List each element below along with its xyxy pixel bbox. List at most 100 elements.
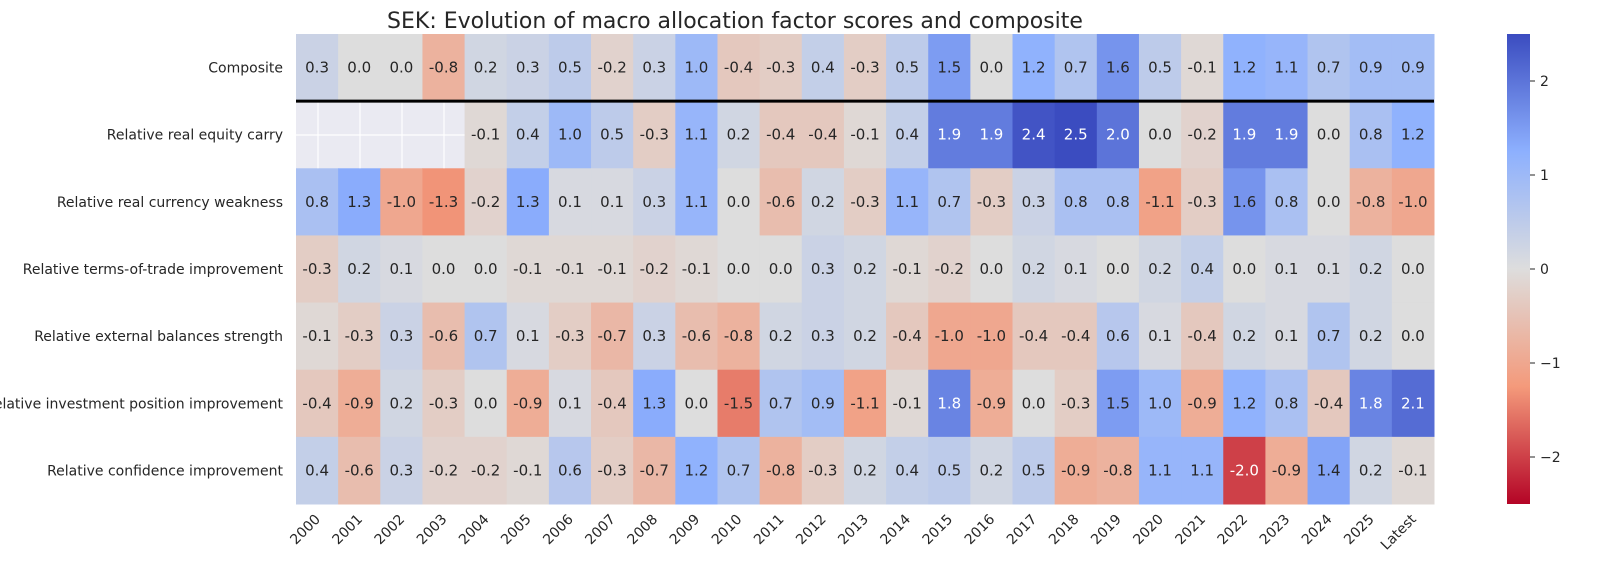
cell-value-label: 1.0 [684,59,708,77]
cell-value-label: 1.2 [1232,394,1256,412]
heatmap-cell [1012,302,1056,371]
heatmap-cell [928,436,971,505]
cell-value-label: -0.2 [429,461,458,479]
heatmap-cell [717,168,761,236]
cell-value-label: -0.1 [302,327,331,345]
heatmap-cell [338,369,381,438]
heatmap-cell [1349,369,1393,438]
cell-value-label: 1.1 [1275,59,1299,77]
heatmap-cell [1054,101,1098,169]
cell-value-label: 1.1 [684,193,708,211]
cell-value-label: -0.6 [429,327,458,345]
cell-value-label: -0.9 [513,394,542,412]
cell-value-label: 0.7 [1317,59,1341,77]
cell-value-label: -0.1 [555,260,584,278]
heatmap-cell [506,369,550,438]
cell-value-label: 0.4 [516,126,540,144]
cell-value-label: -0.3 [766,59,795,77]
cell-value-label: -0.1 [513,260,542,278]
heatmap-cell [1054,168,1098,236]
cell-value-label: -0.8 [724,327,753,345]
heatmap-cell [717,34,761,102]
cell-value-label: -0.4 [766,126,795,144]
heatmap-cell [1307,168,1351,236]
heatmap-cell [1223,168,1266,236]
heatmap-cell [296,302,339,371]
cell-value-label: -1.0 [977,327,1006,345]
heatmap-cell [1391,302,1435,371]
heatmap-cell [1391,168,1435,236]
heatmap-cell [970,302,1014,371]
cell-value-label: 1.1 [895,193,919,211]
heatmap-cell [1181,369,1224,438]
cell-value-label: 1.2 [1232,59,1256,77]
colorbar-tick-label: 2 [1540,74,1549,90]
cell-value-label: -0.1 [597,260,626,278]
heatmap-cell [1096,302,1140,371]
heatmap-cell [1391,34,1435,102]
heatmap-cell [970,235,1014,304]
cell-value-label: -0.3 [555,327,584,345]
cell-value-label: 0.9 [1359,59,1383,77]
heatmap-cell [506,235,550,304]
heatmap-cell [1138,34,1182,102]
cell-value-label: -0.1 [1188,59,1217,77]
heatmap-cell-labels: 0.3 0.0 0.0 -0.8 0.2 0.3 0.5 -0.2 0.3 1.0 -0.4 -0.3… [302,59,1427,480]
cell-value-label: -0.6 [766,193,795,211]
heatmap-cell [928,369,971,438]
x-tick-label: 2005 [498,512,535,549]
cell-value-label: 0.7 [474,327,498,345]
cell-value-label: -0.2 [1188,126,1217,144]
heatmap-cell [675,168,718,236]
cell-value-label: 0.4 [895,126,919,144]
heatmap-cell [759,101,803,169]
heatmap-cell [1181,101,1224,169]
cell-value-label: 0.9 [811,394,835,412]
heatmap-cell [675,369,718,438]
heatmap-cell [464,369,508,438]
heatmap-cell [422,235,466,304]
cell-value-label: -0.9 [345,394,374,412]
heatmap-cell [1391,436,1435,505]
heatmap-cell [1138,101,1182,169]
cell-value-label: -0.8 [1356,193,1385,211]
heatmap-cell [1012,436,1056,505]
cell-value-label: -0.3 [429,394,458,412]
cell-value-label: 0.1 [1275,260,1299,278]
cell-value-label: 0.6 [558,461,582,479]
heatmap-cell [380,235,423,304]
cell-value-label: 0.5 [895,59,919,77]
heatmap-cell [296,168,339,236]
cell-value-label: -0.9 [1272,461,1301,479]
cell-value-label: 1.1 [1148,461,1172,479]
heatmap-cell [843,369,887,438]
cell-value-label: 0.2 [853,461,877,479]
cell-value-label: 0.0 [389,59,413,77]
heatmap-cell [338,302,381,371]
cell-value-label: 1.2 [1401,126,1425,144]
heatmap-cell [1012,369,1056,438]
heatmap-cell [591,34,634,102]
cell-value-label: -0.4 [893,327,922,345]
heatmap-cell [675,101,718,169]
x-tick-label: 2017 [1004,512,1041,549]
heatmap-cell [633,235,676,304]
cell-value-label: 0.0 [1317,126,1341,144]
heatmap-cell [886,34,929,102]
heatmap-cell [1096,235,1140,304]
heatmap-cell [970,101,1014,169]
heatmap-cell [843,436,887,505]
cell-value-label: -0.4 [808,126,837,144]
x-axis-labels: 2000 2001 2002 2003 2004 2005 2006 2007 2008 2009… [287,511,1420,553]
x-tick-label: 2024 [1299,511,1336,548]
heatmap-cell [1096,168,1140,236]
cell-value-label: 1.4 [1317,461,1341,479]
heatmap-cell [801,101,845,169]
heatmap-cell [675,34,718,102]
heatmap-cell [801,436,845,505]
cell-value-label: 0.8 [1275,394,1299,412]
cell-value-label: 0.0 [1232,260,1256,278]
cell-value-label: 1.2 [1022,59,1046,77]
heatmap-cell [759,302,803,371]
